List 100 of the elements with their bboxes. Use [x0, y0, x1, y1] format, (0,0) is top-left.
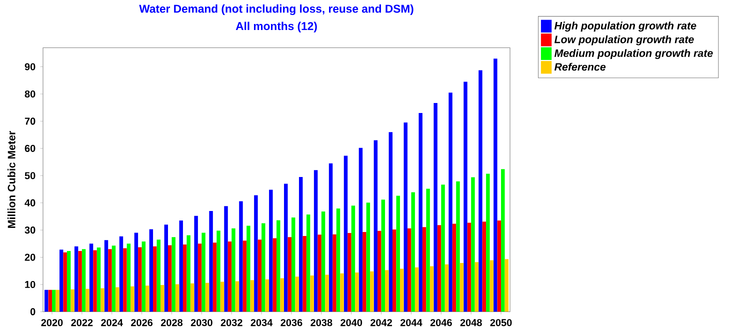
- bar: [272, 238, 276, 312]
- bar: [467, 222, 472, 312]
- bar: [344, 156, 348, 312]
- bar: [235, 281, 240, 312]
- bar: [86, 288, 90, 312]
- bar: [437, 225, 442, 312]
- bar: [182, 244, 187, 312]
- bar: [89, 244, 94, 312]
- bar: [138, 247, 142, 312]
- bar: [422, 227, 426, 312]
- bar: [471, 177, 475, 312]
- bar: [66, 251, 71, 312]
- bar: [355, 272, 359, 312]
- bar: [82, 249, 86, 312]
- bar: [108, 249, 112, 312]
- bar: [224, 206, 228, 312]
- bar: [198, 244, 202, 312]
- x-tick-label: 2030: [190, 319, 212, 326]
- bar: [202, 232, 206, 312]
- bar: [400, 268, 404, 312]
- bar: [146, 286, 150, 312]
- bar: [142, 242, 146, 312]
- bar: [366, 202, 370, 312]
- y-tick-label: 10: [25, 281, 36, 288]
- bar: [325, 274, 329, 312]
- bar: [212, 242, 217, 312]
- bar: [179, 220, 183, 312]
- bar: [314, 170, 318, 312]
- legend-label: Medium population growth rate: [554, 49, 713, 60]
- x-tick-label: 2038: [310, 319, 332, 326]
- bar: [156, 240, 160, 312]
- bar: [328, 164, 333, 312]
- bar: [385, 270, 389, 312]
- bar: [404, 122, 408, 312]
- bar: [474, 262, 479, 312]
- bar: [119, 236, 124, 312]
- bar: [130, 286, 134, 312]
- bar: [44, 290, 48, 312]
- bar: [486, 174, 490, 312]
- x-tick-label: 2042: [370, 319, 392, 326]
- bar: [501, 169, 505, 312]
- bar: [504, 259, 508, 312]
- bar: [358, 148, 363, 312]
- bar: [418, 113, 422, 312]
- y-tick-label: 30: [24, 226, 36, 234]
- bar: [186, 235, 190, 312]
- bar: [172, 237, 176, 312]
- bar: [388, 132, 393, 312]
- bar: [306, 214, 310, 312]
- x-tick-label: 2048: [460, 319, 482, 326]
- bar: [250, 280, 254, 312]
- bar: [411, 192, 415, 312]
- bar: [93, 250, 97, 312]
- bar: [430, 266, 434, 312]
- bar: [220, 282, 224, 312]
- bar: [232, 228, 236, 312]
- y-tick-label: 20: [24, 254, 36, 261]
- bar: [302, 236, 306, 312]
- y-tick-label: 80: [24, 90, 36, 98]
- legend-label: High population growth rate: [554, 22, 696, 32]
- bar: [205, 282, 210, 312]
- y-tick-label: 70: [24, 118, 36, 125]
- x-tick-label: 2040: [340, 319, 362, 326]
- bar: [336, 208, 340, 312]
- bar: [59, 250, 64, 312]
- bar: [78, 251, 82, 312]
- bar: [262, 223, 266, 312]
- y-tick-label: 40: [24, 199, 36, 207]
- x-tick-label: 2032: [220, 319, 242, 326]
- bar: [209, 211, 213, 312]
- bar: [414, 267, 419, 312]
- bar: [497, 220, 502, 312]
- bar: [216, 230, 220, 312]
- bar: [100, 288, 104, 312]
- bar: [494, 58, 498, 312]
- x-tick-label: 2044: [400, 319, 422, 326]
- bar: [112, 246, 116, 312]
- x-tick-label: 2024: [101, 319, 123, 326]
- chart-title: Water Demand (not including loss, reuse and DSM): [139, 4, 414, 16]
- bar: [258, 240, 262, 312]
- bar: [153, 246, 157, 312]
- bar: [74, 246, 78, 312]
- bar: [456, 181, 460, 312]
- bar: [392, 230, 396, 312]
- bar: [254, 195, 258, 312]
- bar: [378, 231, 382, 312]
- bar: [168, 245, 172, 312]
- bar: [160, 285, 164, 312]
- bar: [396, 196, 400, 312]
- bar: [362, 232, 366, 312]
- bar: [70, 290, 74, 312]
- x-tick-label: 2020: [41, 319, 63, 326]
- bar: [134, 232, 138, 312]
- bar: [407, 228, 412, 312]
- x-tick-label: 2034: [250, 319, 273, 326]
- x-tick-label: 2050: [490, 319, 512, 326]
- bar: [444, 264, 449, 312]
- bar: [116, 287, 120, 312]
- bar: [149, 229, 154, 312]
- x-tick-label: 2026: [131, 319, 153, 326]
